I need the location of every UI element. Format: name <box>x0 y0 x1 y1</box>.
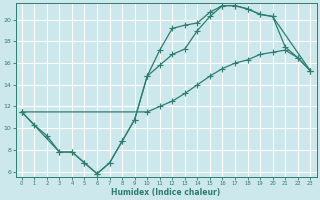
X-axis label: Humidex (Indice chaleur): Humidex (Indice chaleur) <box>111 188 221 197</box>
